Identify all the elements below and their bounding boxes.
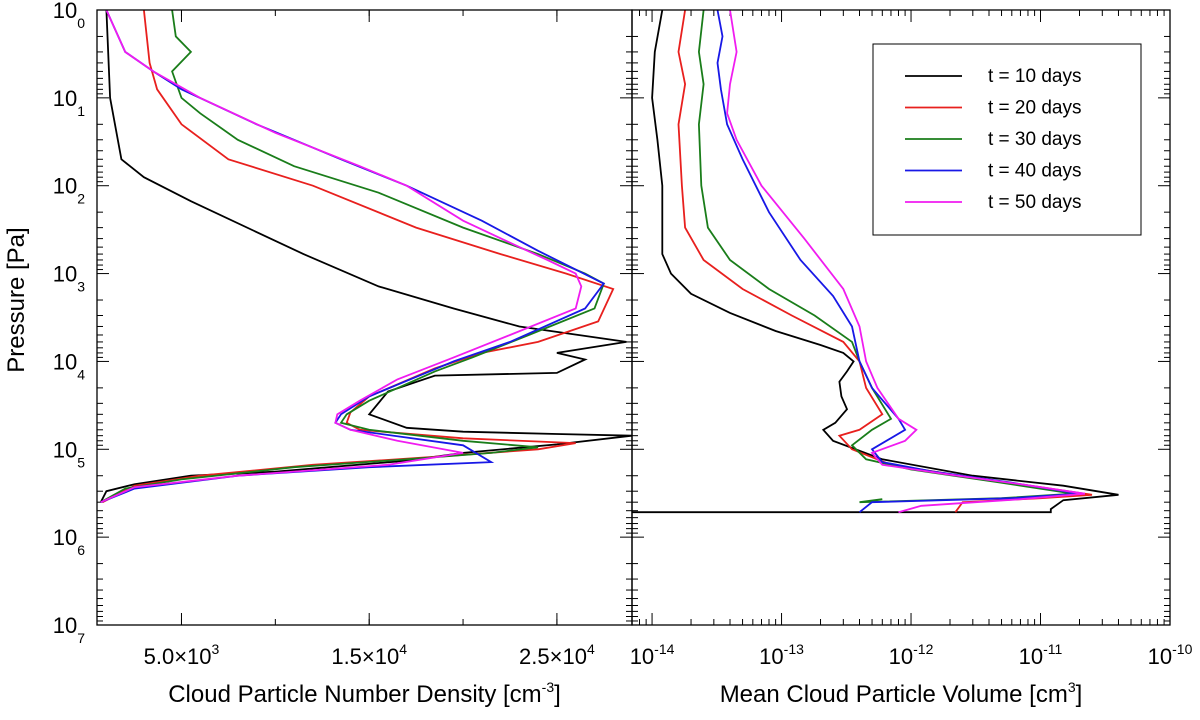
legend-entry: t = 50 days [988,192,1081,213]
x-axis-label: Mean Cloud Particle Volume [cm3] [720,679,1083,708]
series-group [632,10,1119,514]
series-group [99,10,632,504]
series-line-1 [99,10,632,503]
y-tick-label: 104 [53,349,85,382]
legend-entry: t = 40 days [988,161,1081,182]
series-line-2 [102,10,615,503]
x-tick-label: 10-12 [889,641,934,669]
y-tick-label: 101 [53,86,85,119]
x-axis-label: Cloud Particle Number Density [cm-3] [168,679,561,708]
plot-frame [631,9,1171,626]
x-tick-label: 2.5×104 [519,641,595,669]
y-tick-label: 107 [53,613,85,646]
y-tick-label: 100 [53,0,85,31]
y-axis-label: Pressure [Pa] [3,227,30,372]
x-tick-label: 10-10 [1148,641,1193,669]
y-tick-label: 102 [53,174,85,207]
series-line-3 [100,10,605,503]
x-tick-label: 5.0×103 [144,641,220,669]
series-line-5 [100,10,583,504]
y-tick-label: 106 [53,525,85,558]
legend: t = 10 days t = 20 days t = 30 days t = 40 … [872,43,1142,236]
series-line-5 [726,10,1086,514]
x-tick-label: 10-11 [1019,641,1063,669]
y-tick-label: 105 [53,437,85,470]
legend-entry: t = 20 days [988,98,1081,119]
panel-right: 10-14 10-13 10-12 10-11 10-10 Mean Cloud Part… [630,9,1193,708]
series-line-1 [632,10,1119,514]
panel-left: 5.0×103 1.5×104 2.5×104 100 101 102 103 104 105 1… [53,0,633,708]
legend-entry: t = 30 days [988,129,1081,150]
x-tick-label: 10-13 [759,641,804,669]
x-tick-label: 10-14 [630,641,675,669]
y-tick-label: 103 [53,262,85,295]
x-tick-label: 1.5×104 [331,641,407,669]
legend-entry: t = 10 days [988,66,1081,87]
